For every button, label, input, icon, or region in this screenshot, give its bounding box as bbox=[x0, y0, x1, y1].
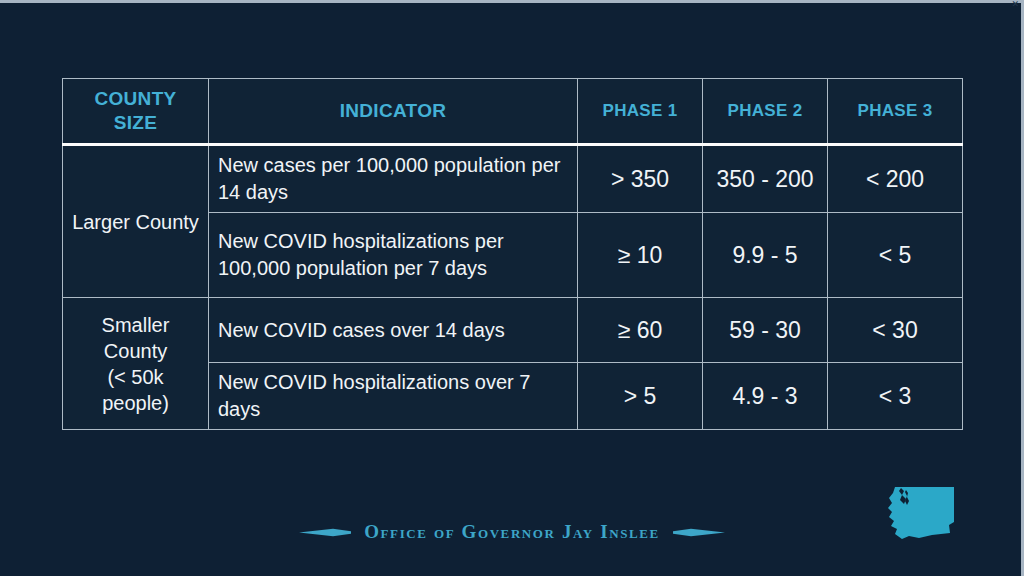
footer-text: Office of Governor Jay Inslee bbox=[364, 521, 660, 543]
cell-phase3-value: < 5 bbox=[828, 213, 963, 298]
top-edge-strip bbox=[0, 0, 1024, 3]
county-smaller-label: Smaller County (< 50k people) bbox=[93, 312, 179, 416]
flourish-right-icon bbox=[673, 528, 725, 537]
cell-indicator-hosp-smaller: New COVID hospitalizations over 7 days bbox=[209, 363, 578, 430]
cell-county-larger: Larger County bbox=[63, 145, 209, 298]
cell-phase1-value: > 350 bbox=[578, 145, 703, 213]
washington-state-icon bbox=[876, 481, 958, 542]
corner-mark: ✕ bbox=[1011, 0, 1019, 9]
cell-phase1-value: ≥ 60 bbox=[578, 298, 703, 363]
county-larger-label: Larger County bbox=[72, 211, 199, 233]
header-county-size-label: COUNTY SIZE bbox=[90, 87, 182, 135]
slide-background: ✕ COUNTY SIZE INDICATOR PHASE 1 PHASE 2 … bbox=[0, 0, 1024, 576]
header-county-size: COUNTY SIZE bbox=[63, 79, 209, 145]
cell-indicator-hosp-larger: New COVID hospitalizations per 100,000 p… bbox=[209, 213, 578, 298]
header-phase-2: PHASE 2 bbox=[703, 79, 828, 145]
flourish-left-icon bbox=[299, 528, 351, 537]
cell-phase2-value: 59 - 30 bbox=[703, 298, 828, 363]
header-indicator: INDICATOR bbox=[209, 79, 578, 145]
cell-phase2-value: 9.9 - 5 bbox=[703, 213, 828, 298]
cell-phase3-value: < 30 bbox=[828, 298, 963, 363]
table-row: Larger County New cases per 100,000 popu… bbox=[63, 145, 963, 213]
header-phase-3: PHASE 3 bbox=[828, 79, 963, 145]
cell-phase1-value: > 5 bbox=[578, 363, 703, 430]
cell-phase3-value: < 3 bbox=[828, 363, 963, 430]
cell-phase2-value: 4.9 - 3 bbox=[703, 363, 828, 430]
cell-indicator-cases-smaller: New COVID cases over 14 days bbox=[209, 298, 578, 363]
cell-phase3-value: < 200 bbox=[828, 145, 963, 213]
cell-indicator-cases-larger: New cases per 100,000 population per 14 … bbox=[209, 145, 578, 213]
phase-indicator-table: COUNTY SIZE INDICATOR PHASE 1 PHASE 2 PH… bbox=[62, 78, 963, 430]
cell-phase1-value: ≥ 10 bbox=[578, 213, 703, 298]
cell-county-smaller: Smaller County (< 50k people) bbox=[63, 298, 209, 430]
table-row: Smaller County (< 50k people) New COVID … bbox=[63, 298, 963, 363]
footer-branding: Office of Governor Jay Inslee bbox=[0, 518, 1024, 546]
header-phase-1: PHASE 1 bbox=[578, 79, 703, 145]
cell-phase2-value: 350 - 200 bbox=[703, 145, 828, 213]
table-header-row: COUNTY SIZE INDICATOR PHASE 1 PHASE 2 PH… bbox=[63, 79, 963, 145]
